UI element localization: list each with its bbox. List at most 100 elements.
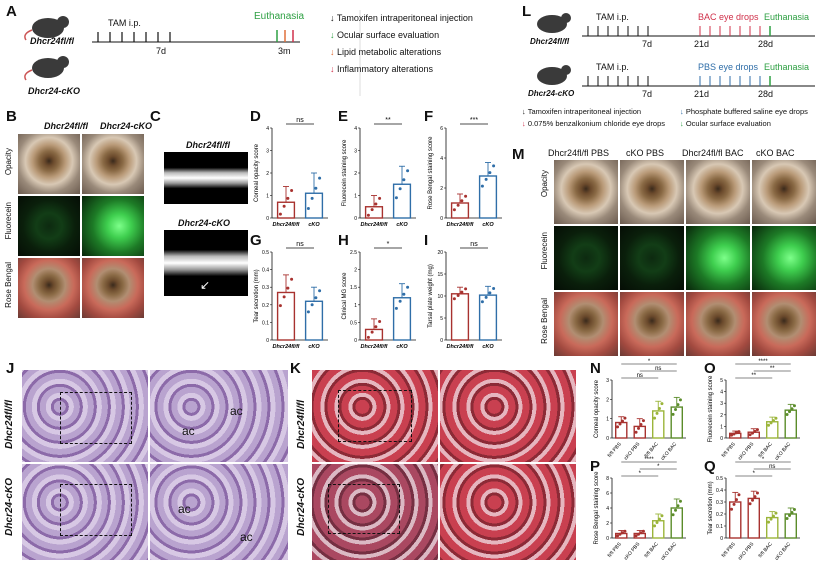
data-point (282, 204, 286, 208)
y-tick-label: 1 (720, 424, 723, 430)
histology-he-control-zoom (150, 370, 288, 462)
data-point (374, 325, 378, 329)
arrow-icon: ↙ (200, 278, 211, 292)
legend-item: ↓ Tamoxifen intraperitoneal injection (522, 107, 642, 116)
panel-label-j: J (6, 360, 15, 377)
m-eye-rose-bengal-1 (554, 292, 618, 356)
bar (392, 297, 412, 341)
x-tick-label: cKO (396, 344, 408, 350)
bar (729, 501, 742, 539)
bar (478, 175, 498, 219)
c-label-control: Dhcr24fl/fl (186, 140, 231, 150)
panel-label-e: E (338, 108, 349, 125)
m-eye-rose-bengal-2 (620, 292, 684, 356)
data-point (790, 511, 794, 514)
y-tick-label: 0 (606, 536, 609, 542)
data-point (771, 419, 775, 423)
eye-photo-fluorescein-cko (82, 196, 144, 256)
time-21d: 21d (694, 89, 710, 99)
y-axis-label: Tear secretion (mm) (254, 269, 260, 322)
data-point (639, 422, 643, 426)
x-tick-label: cKO (482, 222, 494, 228)
x-tick-label: fl/fl PBS (607, 541, 623, 559)
data-point (488, 171, 492, 175)
x-tick-label: fl/fl PBS (607, 441, 623, 459)
eye-photo-opacity-control (18, 134, 80, 194)
data-point (620, 419, 624, 423)
acinus-label: ac (182, 424, 195, 438)
x-tick-label: fl/fl PBS (721, 541, 737, 559)
panel-label-m: M (512, 146, 525, 163)
data-point (290, 188, 294, 192)
x-tick-label: fl/fl BAC (758, 441, 774, 459)
data-point (660, 514, 664, 518)
legend-item: ↓ Inflammatory alterations (330, 64, 434, 74)
panel-label-p: P (590, 458, 601, 475)
data-point (785, 517, 789, 520)
data-point (488, 291, 492, 295)
significance-label: ns (470, 241, 478, 248)
y-tick-label: 2 (440, 186, 443, 192)
data-point (767, 520, 771, 524)
l-mouse-label-control: Dhcr24fl/fl (530, 37, 570, 46)
y-tick-label: 0.5 (716, 476, 723, 482)
y-tick-label: 2 (266, 171, 269, 177)
data-point (732, 432, 736, 436)
data-point (310, 303, 314, 307)
time-28d: 28d (758, 89, 774, 99)
m-eye-fluorescein-4 (752, 226, 816, 290)
pbs-label: PBS eye drops (698, 62, 759, 72)
data-point (374, 202, 378, 206)
data-point (460, 199, 464, 203)
x-tick-label: cKO BAC (774, 541, 793, 562)
m-col-3: Dhcr24fl/fl BAC (682, 148, 744, 158)
y-tick-label: 0.2 (262, 303, 269, 309)
data-point (792, 508, 796, 511)
y-tick-label: 4 (440, 156, 443, 162)
significance-label: ns (769, 464, 775, 470)
data-point (492, 164, 496, 168)
x-tick-label: Dhcr24fl/fl (447, 222, 474, 228)
data-point (318, 176, 322, 180)
x-tick-label: cKO BAC (660, 541, 679, 562)
bar (652, 520, 665, 539)
data-point (671, 513, 675, 517)
histology-masson-control-zoom (440, 370, 576, 462)
data-point (310, 196, 314, 200)
data-point (653, 524, 657, 528)
l-mouse-label-cko: Dhcr24-cKO (528, 89, 575, 98)
y-tick-label: 15 (437, 272, 443, 278)
data-point (464, 194, 468, 198)
eye-photo-fluorescein-control (18, 196, 80, 256)
panel-label-d: D (250, 108, 261, 125)
y-axis-label: Corneal opacity score (594, 379, 600, 438)
legend-item: ↓ Ocular surface evaluation (330, 30, 440, 40)
y-tick-label: 0.5 (262, 250, 269, 256)
y-tick-label: 0.4 (716, 488, 723, 494)
data-point (456, 203, 460, 207)
data-point (456, 293, 460, 297)
y-axis-label: Tarsal plate weight (mg) (428, 264, 434, 328)
y-axis-label: Rose Bengal staining score (594, 471, 600, 545)
y-tick-label: 0.5 (350, 320, 357, 326)
panel-label-g: G (250, 232, 262, 249)
significance-label: * (762, 457, 765, 463)
significance-label: ns (296, 241, 304, 248)
data-point (492, 287, 496, 291)
b-col-cko: Dhcr24-cKO (100, 121, 153, 131)
data-point (464, 287, 468, 291)
y-tick-label: 1 (266, 194, 269, 200)
y-tick-label: 4 (606, 506, 609, 512)
x-tick-label: Dhcr24fl/fl (361, 344, 388, 350)
histology-masson-cko-zoom (440, 464, 576, 560)
panel-label-l: L (522, 3, 532, 20)
data-point (676, 403, 680, 407)
significance-label: * (387, 241, 390, 248)
data-point (678, 398, 682, 402)
x-tick-label: cKO (308, 344, 320, 350)
y-tick-label: 2 (606, 397, 609, 403)
data-point (788, 514, 792, 517)
data-point (378, 196, 382, 200)
panel-label-i: I (424, 232, 429, 249)
